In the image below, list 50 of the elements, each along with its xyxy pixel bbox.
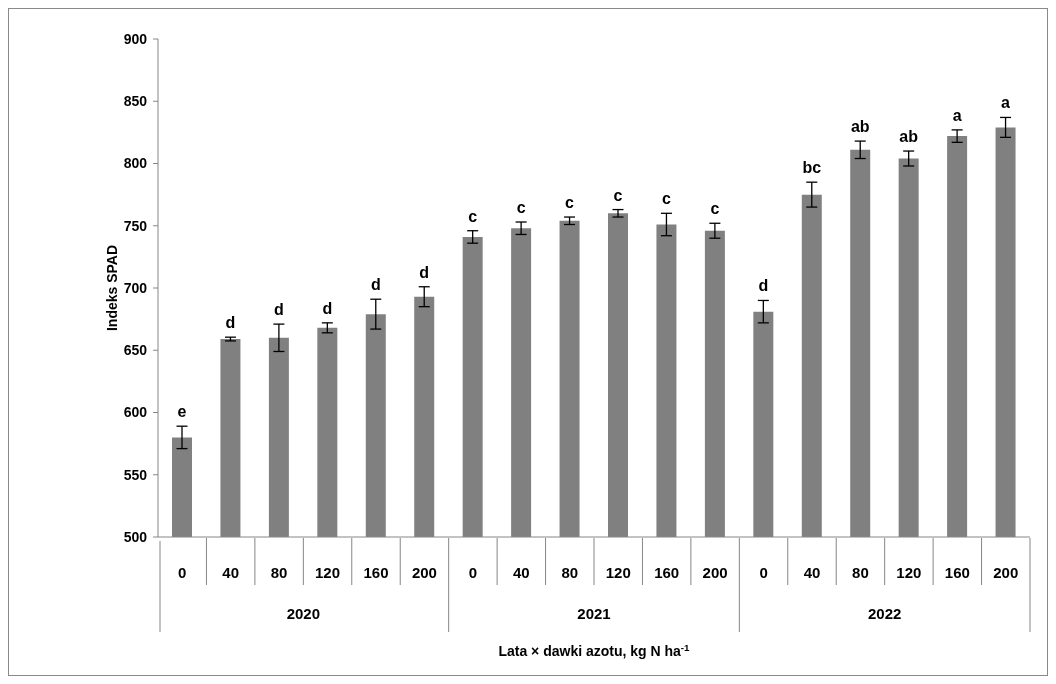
y-tick-label: 600: [123, 404, 148, 421]
x-tick-label: 200: [993, 564, 1019, 581]
x-tick-label: 120: [315, 564, 341, 581]
data-label: d: [419, 263, 430, 281]
text: 2021: [577, 605, 611, 622]
y-tick-label: 550: [123, 466, 148, 483]
data-label: d: [322, 299, 333, 317]
x-tick-label: 120: [896, 564, 922, 581]
data-label: a: [1001, 94, 1011, 112]
y-tick-label: 900: [123, 30, 148, 47]
x-axis-title: Lata × dawki azotu, kg N ha$^{-1}$: [498, 641, 691, 659]
data-label: c: [710, 200, 720, 218]
y-axis-title: Indeks SPAD: [104, 244, 120, 332]
data-label: ab: [899, 128, 919, 146]
x-tick-label: 0: [468, 564, 478, 581]
data-label: d: [225, 314, 236, 332]
x-tick-label: 200: [411, 564, 437, 581]
x-tick-label: 80: [561, 564, 579, 581]
data-label: e: [177, 403, 187, 421]
y-tick-label: 850: [123, 93, 148, 110]
y-tick-label: 800: [123, 155, 148, 172]
data-label: c: [565, 194, 575, 212]
x-tick-label: 40: [512, 564, 530, 581]
text: 2022: [867, 605, 902, 622]
x-tick-label: 0: [759, 564, 768, 581]
data-label: d: [758, 277, 769, 295]
x-tick-label: 120: [605, 564, 631, 581]
y-tick-label: 750: [123, 217, 148, 234]
data-label: c: [468, 207, 478, 225]
y-tick-label: 650: [123, 342, 148, 359]
x-tick-label: 40: [803, 564, 821, 581]
data-label: c: [613, 186, 623, 204]
data-label: c: [516, 199, 526, 217]
text: 2020: [286, 605, 321, 622]
x-tick-label: 200: [702, 564, 728, 581]
data-label: ab: [850, 118, 870, 136]
data-label: a: [952, 106, 962, 124]
x-tick-label: 160: [944, 564, 970, 581]
x-tick-label: 80: [270, 564, 288, 581]
y-tick-label: 500: [123, 528, 148, 545]
data-label: bc: [802, 159, 822, 177]
data-label: d: [370, 276, 381, 294]
x-tick-label: 40: [222, 564, 240, 581]
x-tick-label: 160: [363, 564, 389, 581]
x-tick-label: 0: [178, 564, 187, 581]
x-tick-label: 160: [654, 564, 680, 581]
data-label: d: [274, 301, 284, 319]
x-tick-label: 80: [852, 564, 869, 581]
y-tick-label: 700: [123, 279, 148, 296]
data-label: c: [661, 190, 671, 208]
